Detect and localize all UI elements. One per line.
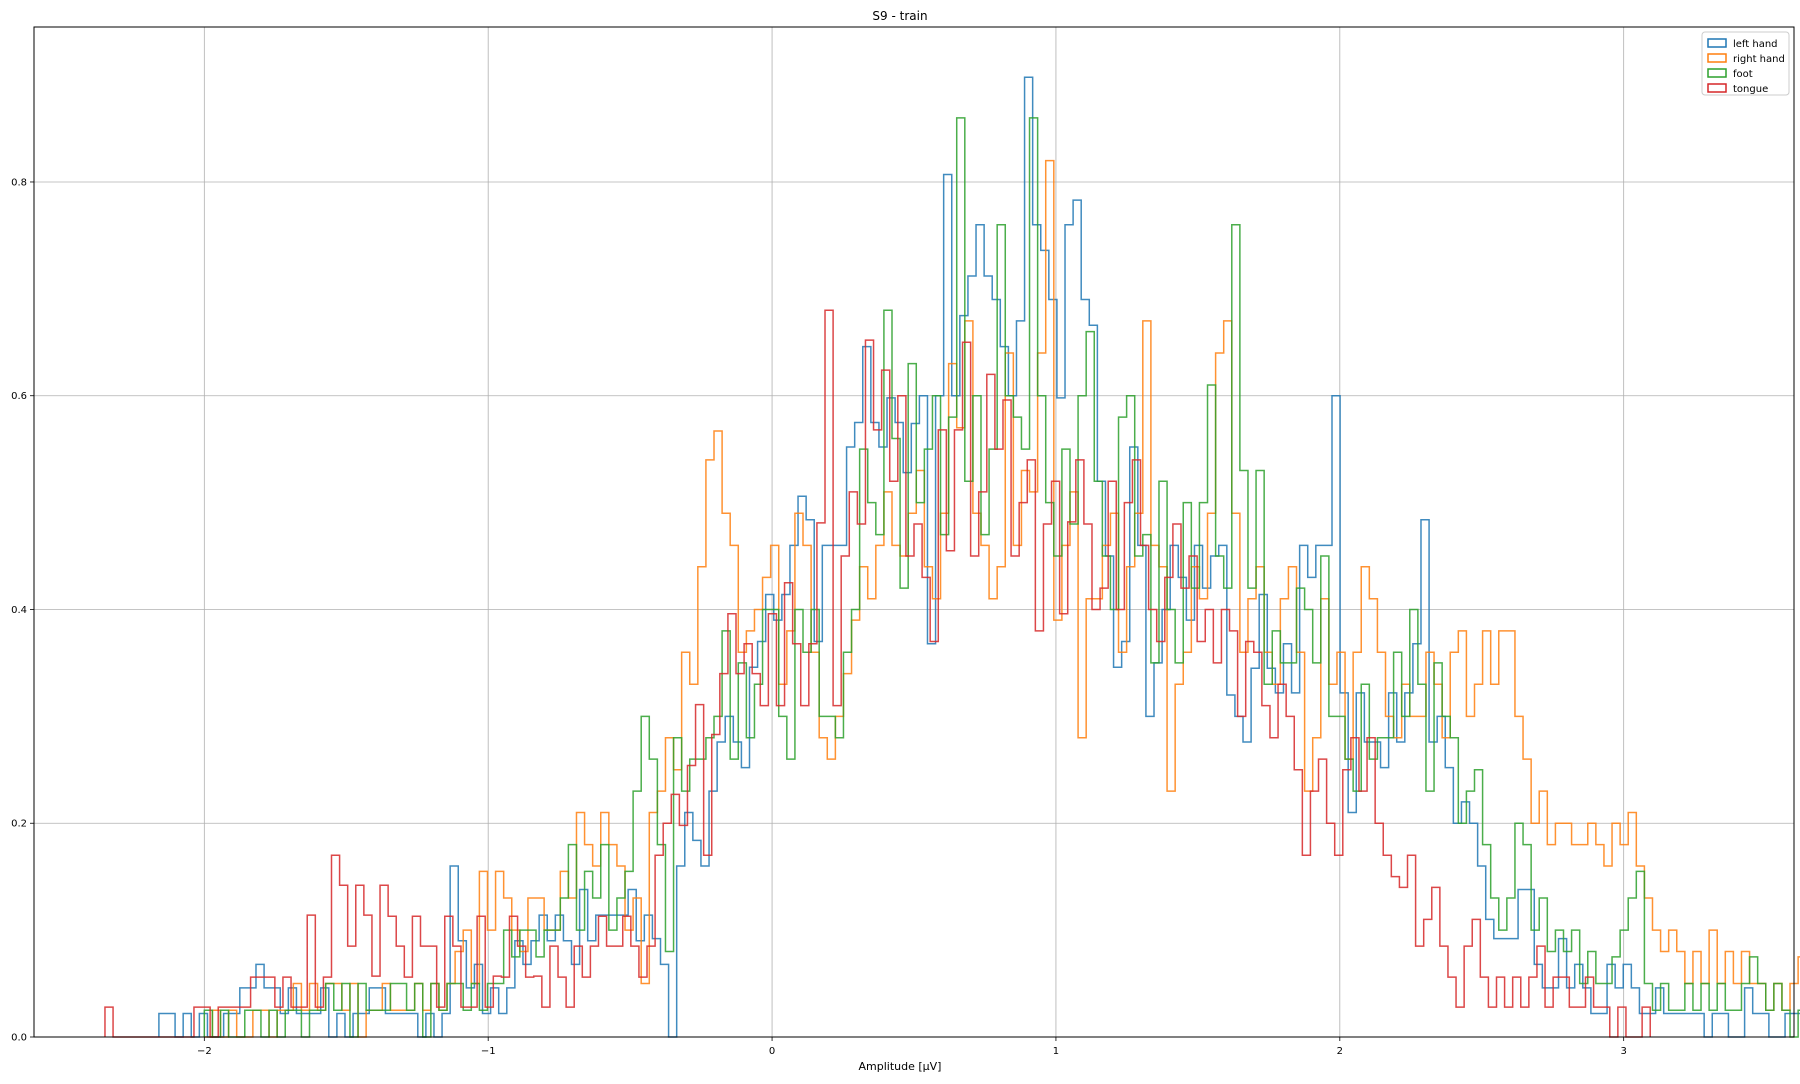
y-tick-label: 0.6	[11, 391, 27, 402]
x-tick-label: 0	[769, 1046, 775, 1057]
x-axis-label: Amplitude [μV]	[858, 1060, 942, 1073]
chart-title: S9 - train	[872, 9, 928, 23]
y-tick-label: 0.8	[11, 177, 27, 188]
y-tick-label: 0.0	[11, 1033, 27, 1044]
series-foot-step	[203, 117, 1800, 1038]
x-tick-label: 1	[1053, 1046, 1059, 1057]
x-tick-label: 2	[1337, 1046, 1343, 1057]
series-tongue-step	[104, 309, 1651, 1038]
legend: left hand right hand foot tongue	[1701, 31, 1790, 96]
legend-swatch	[1707, 83, 1727, 93]
legend-swatch	[1707, 38, 1727, 48]
legend-label: tongue	[1733, 84, 1768, 95]
x-tick-label: −1	[481, 1046, 496, 1057]
x-tick-label: 3	[1620, 1046, 1626, 1057]
legend-label: left hand	[1733, 39, 1778, 50]
y-tick-label: 0.4	[11, 605, 27, 616]
legend-swatch	[1707, 68, 1727, 78]
series-left-hand-step	[158, 76, 1800, 1038]
plot-frame	[33, 26, 1795, 1038]
y-tick-label: 0.2	[11, 819, 27, 830]
x-tick-label: −2	[197, 1046, 212, 1057]
legend-swatch	[1707, 53, 1727, 63]
legend-label: foot	[1733, 69, 1753, 80]
series-right-hand-step	[204, 159, 1800, 1038]
legend-label: right hand	[1733, 54, 1785, 65]
